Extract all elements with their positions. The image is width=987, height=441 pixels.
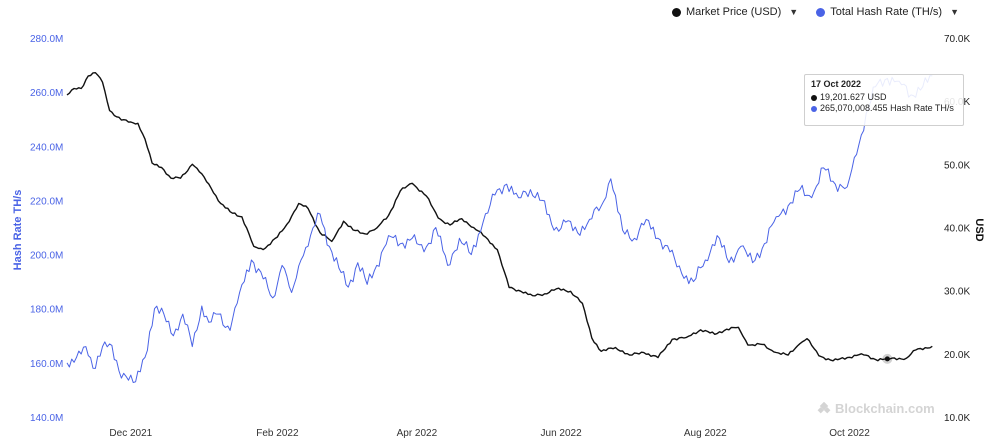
y-right-tick-label: 20.0K [944,350,970,361]
y-left-tick-label: 280.0M [30,34,63,45]
market-price-line [66,72,933,362]
y-left-tick-label: 140.0M [30,413,63,424]
y-right-tick-label: 50.0K [944,160,970,171]
legend-item-hash-rate[interactable]: Total Hash Rate (TH/s) ▼ [816,6,959,18]
y-right-tick-label: 70.0K [944,34,970,45]
x-tick-label: Oct 2022 [829,428,870,439]
legend-label-hash-rate: Total Hash Rate (TH/s) [830,6,943,18]
market-price-dot-icon [671,7,681,17]
tooltip-date: 17 Oct 2022 [811,79,862,89]
tooltip-price-value: 19,201.627 USD [820,92,887,102]
y-left-tick-label: 160.0M [30,359,63,370]
y-left-tick-label: 240.0M [30,142,63,153]
y-right-tick-label: 10.0K [944,413,970,424]
chart-tooltip: 17 Oct 2022 19,201.627 USD 265,070,008.4… [804,74,964,126]
marker-layer [882,353,893,364]
legend-item-market-price[interactable]: Market Price (USD) ▼ [671,6,799,18]
x-tick-labels: Dec 2021 Feb 2022 Apr 2022 Jun 2022 Aug 2022… [109,428,870,439]
tooltip-row-hash: 265,070,008.455 Hash Rate TH/s [811,103,957,114]
y-left-tick-label: 260.0M [30,88,63,99]
x-tick-label: Dec 2021 [109,428,152,439]
hash-rate-dot-icon [816,7,826,17]
y-right-tick-label: 30.0K [944,287,970,298]
x-tick-label: Feb 2022 [256,428,299,439]
watermark-text: Blockchain.com [835,401,935,416]
blockchain-logo-icon [817,401,831,413]
hash-dot-icon [811,105,817,112]
chevron-down-icon[interactable]: ▼ [789,7,799,17]
x-tick-label: Aug 2022 [684,428,727,439]
tooltip-hash-value: 265,070,008.455 Hash Rate TH/s [820,103,954,113]
highlight-point [884,356,890,362]
series-layer [66,72,933,383]
right-axis-title: USD [973,218,985,241]
tooltip-row-price: 19,201.627 USD [811,92,957,103]
x-tick-label: Apr 2022 [397,428,438,439]
left-axis-title: Hash Rate TH/s [12,190,24,271]
y-right-tick-label: 40.0K [944,224,970,235]
y-left-tick-labels: 140.0M 160.0M 180.0M 200.0M 220.0M 240.0M 260.… [30,34,63,424]
chevron-down-icon[interactable]: ▼ [950,7,959,17]
x-tick-label: Jun 2022 [541,428,583,439]
watermark: Blockchain.com [817,401,935,416]
legend-label-market-price: Market Price (USD) [685,6,782,18]
y-left-tick-label: 220.0M [30,196,63,207]
price-dot-icon [811,94,817,101]
chart-legend: Market Price (USD) ▼ Total Hash Rate (TH… [671,6,959,18]
y-left-tick-label: 180.0M [30,305,63,316]
hash-rate-line [66,75,933,383]
y-left-tick-label: 200.0M [30,251,63,262]
